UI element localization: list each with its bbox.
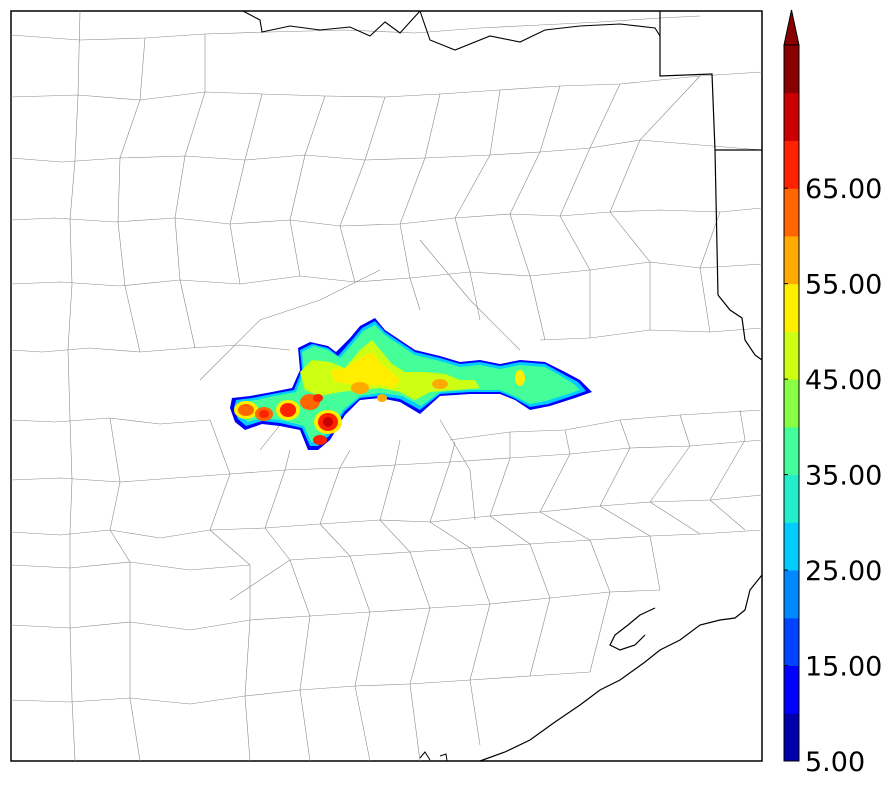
- colorbar-band: [784, 140, 799, 189]
- field-cell: [377, 394, 387, 402]
- field-cell: [259, 410, 269, 418]
- colorbar-band: [784, 235, 799, 285]
- field-cell: [515, 370, 525, 386]
- colorbar-band: [784, 92, 799, 141]
- colorbar-tick-label: 45.00: [805, 365, 882, 396]
- colorbar-tick-label: 5.00: [805, 747, 865, 778]
- colorbar-band: [784, 45, 799, 94]
- field-cell: [280, 403, 296, 417]
- colorbar-outline: [783, 44, 800, 762]
- field-cell: [432, 379, 448, 389]
- colorbar-extend-arrow: [783, 9, 800, 46]
- field-cell: [351, 382, 369, 394]
- red-river: [242, 10, 661, 51]
- colorbar-band: [784, 522, 799, 571]
- colorbar-band: [784, 713, 799, 762]
- colorbar-band: [784, 570, 799, 619]
- field-cell: [238, 404, 254, 416]
- colorbar-ticks: 5.00 15.00 25.00 35.00 45.00 55.00 65.00: [784, 174, 882, 778]
- colorbar-tick-label: 35.00: [805, 461, 882, 492]
- state-boundary: [659, 11, 762, 296]
- colorbar-band: [784, 665, 799, 714]
- colorbar-band: [784, 331, 799, 380]
- colorbar-bands: [784, 45, 799, 762]
- colorbar-tick-label: 25.00: [805, 556, 882, 587]
- colorbar-tick-label: 65.00: [805, 174, 882, 205]
- colorbar-tick-label: 55.00: [805, 270, 882, 301]
- field-cell: [313, 394, 323, 402]
- precip-field: [230, 318, 592, 450]
- map-area: [10, 10, 763, 762]
- colorbar-band: [784, 379, 799, 428]
- colorbar-band: [784, 474, 799, 523]
- colorbar: 5.00 15.00 25.00 35.00 45.00 55.00 65.00: [783, 9, 882, 778]
- colorbar-band: [784, 188, 799, 237]
- colorbar-band: [784, 617, 799, 667]
- field-outline-yellow: [330, 352, 400, 388]
- colorbar-band: [784, 426, 799, 476]
- colorbar-tick-label: 15.00: [805, 652, 882, 683]
- coast-islands: [419, 751, 448, 762]
- colorbar-band: [784, 283, 799, 332]
- field-cell: [313, 435, 327, 445]
- county-boundaries: [10, 10, 763, 762]
- field-cell: [323, 417, 333, 427]
- coastline: [479, 294, 763, 762]
